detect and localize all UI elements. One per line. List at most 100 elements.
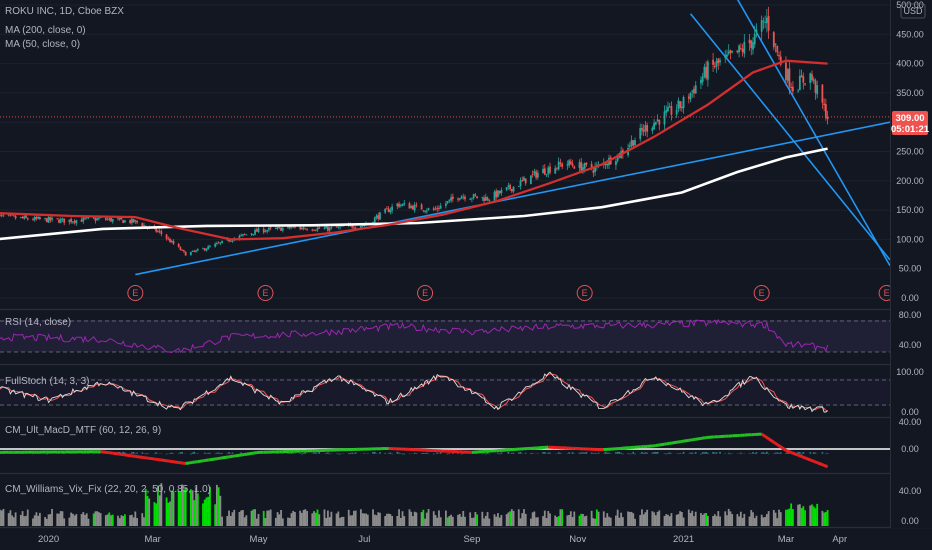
candle — [812, 76, 815, 85]
currency-label[interactable]: USD — [903, 6, 923, 16]
candle — [438, 205, 440, 212]
candle — [80, 217, 83, 222]
candle — [705, 61, 708, 81]
macd-line-segment — [825, 464, 829, 469]
earnings-marker-icon[interactable]: E — [257, 285, 274, 301]
vix-bar — [347, 509, 350, 526]
vix-bar — [120, 515, 123, 526]
vix-bar — [809, 505, 812, 526]
macd-line-segment — [823, 463, 827, 468]
candle — [165, 233, 168, 241]
price-axis[interactable]: 500.00450.00400.00350.00300.00250.00200.… — [890, 0, 932, 528]
trendline-layer[interactable] — [135, 0, 891, 276]
macd-line-segment — [821, 463, 825, 467]
candle — [512, 186, 515, 194]
vix-bar — [0, 509, 1, 526]
currency-box[interactable] — [900, 3, 926, 19]
time-axis[interactable]: 2020MarMayJulSepNov2021MarAprJun — [38, 534, 932, 545]
macd-line-segment — [772, 440, 777, 445]
macd-line-segment — [671, 440, 677, 445]
vix-bar — [169, 501, 171, 526]
vix-bar — [658, 510, 661, 526]
candle — [634, 137, 636, 146]
trendline[interactable] — [736, 0, 891, 267]
earnings-marker-icon[interactable]: E — [417, 285, 434, 301]
vix-bar — [177, 490, 180, 526]
vix-bar — [353, 510, 355, 526]
trendline[interactable] — [135, 121, 891, 276]
earnings-marker-icon[interactable]: E — [753, 285, 770, 301]
chart-legend[interactable]: ROKU INC, 1D, Cboe BZX MA (200, close, 0… — [5, 6, 124, 50]
candle — [689, 91, 692, 103]
vix-bar — [616, 509, 619, 526]
candle — [379, 211, 381, 220]
ma50-legend[interactable]: MA (50, close, 0) — [5, 39, 80, 50]
trendline[interactable] — [689, 13, 891, 261]
vix-bar — [535, 517, 538, 526]
vix-bar — [755, 515, 758, 526]
candle — [311, 228, 314, 232]
macd-pane[interactable]: CM_Ult_MacD_MTF (60, 12, 26, 9) — [0, 425, 890, 469]
vix-bar — [278, 514, 281, 526]
macd-line-segment — [816, 461, 823, 467]
vix-bar — [786, 509, 789, 526]
macd-line-segment — [659, 442, 665, 447]
candlestick-series — [0, 6, 829, 256]
candle — [420, 203, 423, 210]
vix-bar — [304, 509, 307, 526]
ma200-legend[interactable]: MA (200, close, 0) — [5, 25, 86, 36]
vix-bar — [483, 518, 485, 526]
vix-bar — [398, 509, 400, 526]
vix-bar — [706, 516, 709, 526]
candle — [47, 215, 50, 223]
vix-bar — [170, 490, 173, 526]
candle — [762, 17, 765, 30]
vix-bar — [559, 509, 562, 526]
candle — [653, 118, 655, 130]
macd-hist-bar — [812, 452, 815, 454]
candle — [469, 197, 472, 201]
vix-bar — [507, 512, 510, 526]
macd-hist-bar — [620, 452, 622, 454]
vix-bar — [118, 518, 121, 526]
earnings-marker-icon[interactable]: E — [576, 285, 593, 301]
macd-line-segment — [233, 453, 240, 458]
candle — [549, 162, 551, 175]
candle — [398, 201, 400, 209]
candle — [578, 159, 581, 172]
vix-bar — [530, 518, 532, 526]
symbol-title[interactable]: ROKU INC, 1D, Cboe BZX — [5, 6, 124, 17]
vix-bar — [33, 515, 36, 526]
vix-bar — [460, 516, 463, 526]
rsi-pane[interactable]: RSI (14, close) — [0, 317, 890, 354]
macd-line-segment — [136, 455, 143, 459]
vix-bar — [391, 515, 394, 526]
candle — [124, 219, 126, 223]
vix-bar — [824, 511, 827, 526]
vix-bar — [19, 514, 22, 526]
vix-bar — [403, 516, 406, 526]
candle — [510, 188, 513, 194]
vix-bar — [484, 515, 487, 526]
stoch-pane[interactable]: FullStoch (14, 3, 3) — [0, 371, 890, 413]
price-tick-label: 150.00 — [896, 205, 924, 215]
candle — [44, 217, 47, 221]
macd-line-segment — [788, 450, 792, 454]
candle — [450, 194, 452, 203]
earnings-marker-icon[interactable]: E — [127, 285, 144, 301]
macd-hist-bar — [500, 452, 503, 454]
vix-bar — [568, 514, 570, 526]
price-tick-label: 200.00 — [896, 176, 924, 186]
macd-hist-bar — [668, 452, 671, 454]
vix-bar — [221, 516, 223, 526]
vix-bar — [2, 508, 5, 526]
vix-bar — [262, 510, 265, 526]
vix-pane[interactable]: CM_Williams_Vix_Fix (22, 20, 2, 50, 0.85… — [0, 483, 829, 526]
rsi-line — [0, 318, 829, 354]
candle — [71, 220, 74, 224]
macd-hist-bar — [422, 452, 425, 454]
svg-text:E: E — [132, 288, 138, 298]
vix-bar — [386, 513, 388, 526]
